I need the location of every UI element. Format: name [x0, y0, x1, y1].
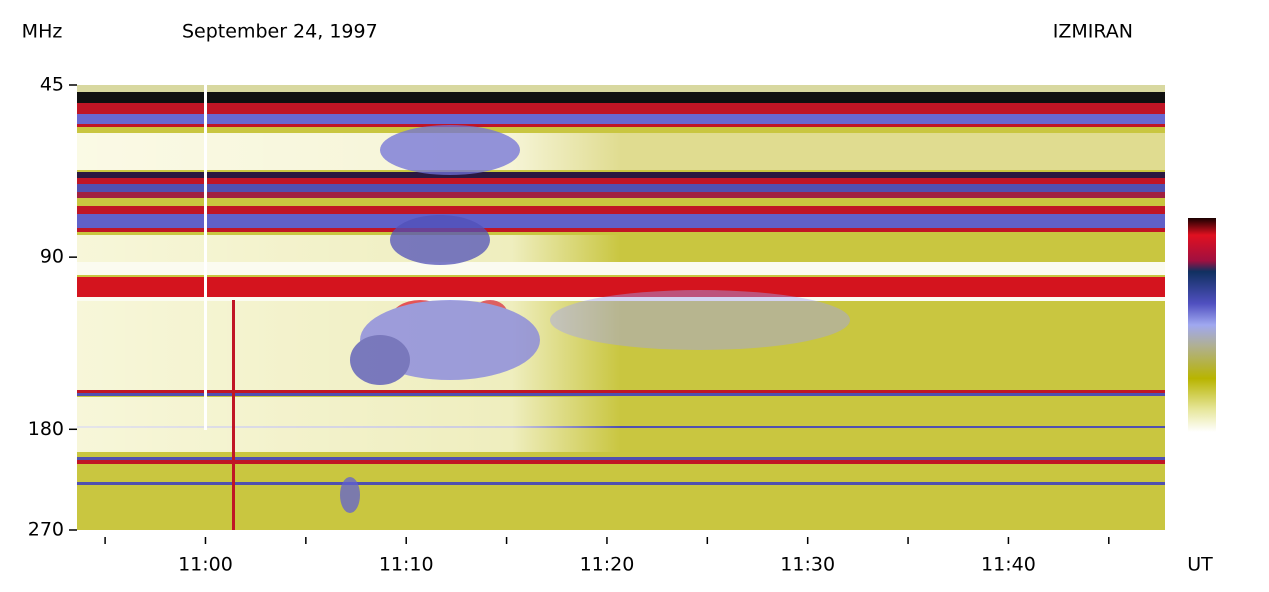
- source-label: IZMIRAN: [1053, 21, 1133, 43]
- y-tick-label: 270: [28, 519, 64, 541]
- x-tick-label: 11:00: [178, 554, 233, 576]
- y-tick-label: 180: [28, 418, 64, 440]
- chart-title: September 24, 1997: [182, 21, 378, 43]
- x-tick-label: 11:20: [580, 554, 635, 576]
- y-axis-label: MHz: [22, 21, 63, 43]
- y-tick-label: 90: [40, 246, 64, 268]
- x-tick-label: 11:30: [780, 554, 835, 576]
- x-tick-label: 11:10: [379, 554, 434, 576]
- x-tick-label: 11:40: [981, 554, 1036, 576]
- x-axis-label: UT: [1187, 554, 1213, 576]
- y-tick-label: 45: [40, 74, 64, 96]
- spectrogram-image: [77, 85, 1165, 530]
- colorbar: [1188, 218, 1216, 432]
